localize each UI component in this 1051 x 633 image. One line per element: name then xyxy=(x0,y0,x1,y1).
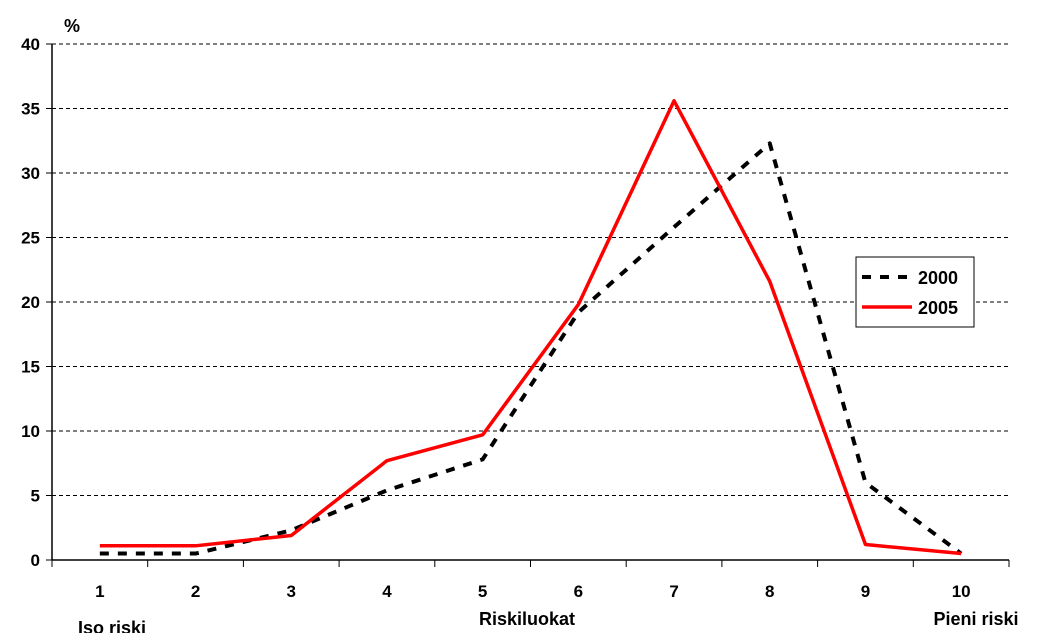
axes xyxy=(46,43,1010,567)
x-axis-right-end-label: Pieni riski xyxy=(933,609,1018,629)
grid-lines xyxy=(52,43,1009,496)
x-tick-label-6: 6 xyxy=(574,582,583,601)
series-line-2000 xyxy=(99,141,963,556)
x-tick-label-3: 3 xyxy=(287,582,296,601)
y-axis-label: % xyxy=(64,16,80,36)
y-tick-label-5: 5 xyxy=(31,487,40,506)
legend-box xyxy=(855,256,975,328)
x-tick-label-8: 8 xyxy=(765,582,774,601)
y-tick-label-20: 20 xyxy=(21,293,40,312)
series-lines xyxy=(99,99,963,556)
x-tick-label-10: 10 xyxy=(952,582,971,601)
y-tick-label-35: 35 xyxy=(21,100,40,119)
x-tick-label-7: 7 xyxy=(669,582,678,601)
y-tick-label-15: 15 xyxy=(21,358,40,377)
legend: 2000 2005 xyxy=(855,256,975,328)
legend-label-2000: 2000 xyxy=(918,268,958,288)
y-tick-label-0: 0 xyxy=(31,551,40,570)
series-line-2005 xyxy=(99,99,962,556)
x-tick-label-2: 2 xyxy=(191,582,200,601)
x-tick-labels: 1 2 3 4 5 6 7 8 9 10 xyxy=(95,582,970,601)
y-tick-label-25: 25 xyxy=(21,229,40,248)
x-tick-label-9: 9 xyxy=(861,582,870,601)
y-tick-labels: 0 5 10 15 20 25 30 35 40 xyxy=(21,35,40,570)
x-tick-label-4: 4 xyxy=(382,582,392,601)
legend-label-2005: 2005 xyxy=(918,298,958,318)
y-tick-label-10: 10 xyxy=(21,422,40,441)
y-tick-label-40: 40 xyxy=(21,35,40,54)
x-axis-left-end-label: Iso riski xyxy=(78,618,146,633)
x-axis-label: Riskiluokat xyxy=(479,609,575,629)
x-tick-label-5: 5 xyxy=(478,582,487,601)
x-tick-label-1: 1 xyxy=(95,582,104,601)
y-tick-label-30: 30 xyxy=(21,164,40,183)
